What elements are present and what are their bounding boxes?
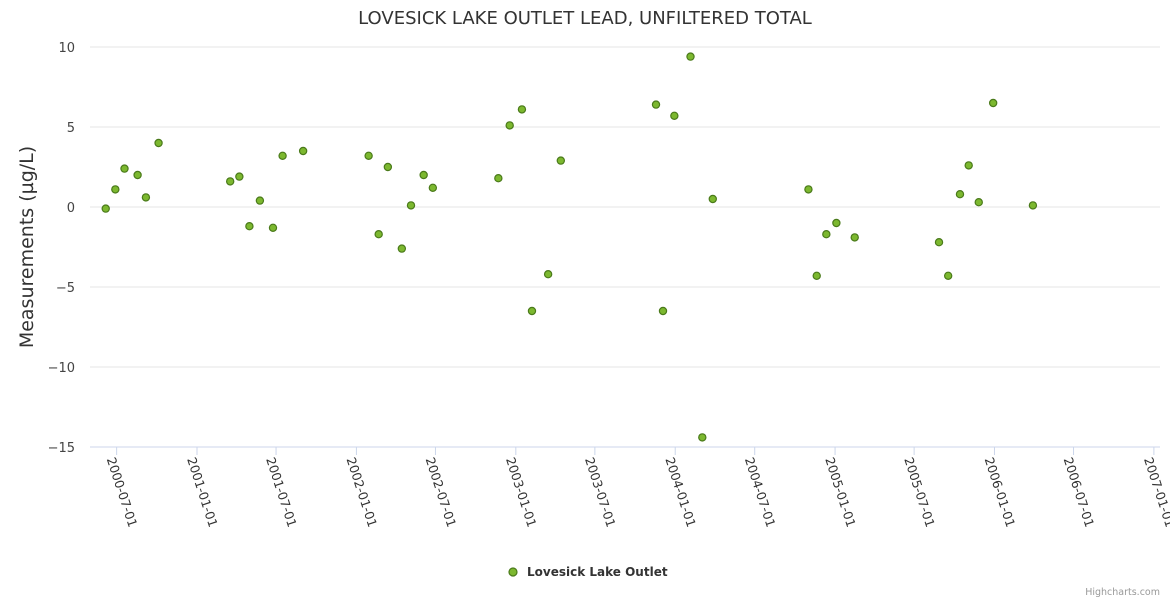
data-point[interactable]	[943, 271, 953, 280]
y-tick-label: 5	[67, 121, 75, 136]
x-tick-label: 2005-07-01	[901, 455, 938, 529]
data-point[interactable]	[708, 194, 717, 204]
data-point[interactable]	[556, 156, 566, 165]
data-point[interactable]	[505, 121, 514, 130]
data-point[interactable]	[406, 201, 416, 210]
x-tick-label: 2003-07-01	[582, 455, 619, 529]
data-point[interactable]	[651, 100, 661, 109]
y-tick-label: 10	[58, 41, 75, 56]
y-tick-label: −15	[48, 441, 75, 456]
data-point[interactable]	[955, 189, 965, 199]
data-point[interactable]	[670, 111, 679, 121]
x-tick-label: 2001-01-01	[184, 455, 221, 529]
data-point[interactable]	[298, 146, 308, 156]
y-tick-label: 0	[67, 201, 75, 216]
data-point[interactable]	[154, 138, 163, 148]
y-axis-title: Measurements (µg/L)	[16, 146, 38, 348]
data-point[interactable]	[383, 162, 393, 172]
data-point[interactable]	[364, 151, 373, 160]
data-point[interactable]	[686, 52, 695, 61]
data-point[interactable]	[543, 270, 553, 279]
y-axis: 10 5 0 −5 −10 −15	[48, 41, 75, 456]
data-point[interactable]	[934, 237, 944, 247]
x-tick-label: 2006-07-01	[1061, 455, 1098, 529]
data-point[interactable]	[428, 183, 438, 192]
data-point[interactable]	[278, 151, 287, 160]
data-point[interactable]	[822, 229, 831, 239]
data-point[interactable]	[141, 193, 151, 202]
x-tick-label: 2004-07-01	[742, 455, 779, 529]
data-point[interactable]	[374, 229, 383, 239]
x-tick-label: 2005-01-01	[822, 455, 859, 529]
x-tick-label: 2006-01-01	[982, 455, 1019, 529]
chart-title: LOVESICK LAKE OUTLET LEAD, UNFILTERED TO…	[358, 8, 812, 29]
x-axis: 2000-07-01 2001-01-01 2001-07-01 2002-01-01…	[104, 447, 1170, 529]
data-point[interactable]	[494, 173, 503, 183]
y-tick-label: −5	[56, 281, 75, 296]
data-point[interactable]	[245, 221, 254, 231]
data-point[interactable]	[1028, 201, 1038, 210]
data-point[interactable]	[832, 218, 841, 228]
credits-link[interactable]: Highcharts.com	[1085, 587, 1160, 598]
data-point[interactable]	[658, 306, 668, 316]
data-point[interactable]	[804, 185, 813, 194]
data-point[interactable]	[812, 271, 821, 280]
legend-label[interactable]: Lovesick Lake Outlet	[527, 565, 668, 579]
data-point[interactable]	[225, 177, 235, 186]
grid-lines	[90, 46, 1160, 448]
data-point[interactable]	[527, 306, 537, 316]
legend[interactable]: Lovesick Lake Outlet	[508, 565, 668, 579]
data-point[interactable]	[255, 196, 265, 205]
data-point[interactable]	[974, 197, 983, 207]
data-point[interactable]	[111, 185, 120, 194]
data-point[interactable]	[964, 161, 973, 170]
data-point[interactable]	[698, 433, 707, 442]
x-tick-label: 2007-01-01	[1141, 455, 1170, 529]
x-tick-label: 2003-01-01	[503, 455, 540, 529]
x-tick-label: 2001-07-01	[263, 455, 300, 529]
data-points	[101, 52, 1038, 442]
data-point[interactable]	[133, 170, 142, 180]
x-tick-label: 2002-07-01	[423, 455, 460, 529]
data-point[interactable]	[850, 233, 859, 242]
x-tick-label: 2004-01-01	[662, 455, 699, 529]
x-tick-label: 2002-01-01	[344, 455, 381, 529]
legend-marker	[508, 567, 518, 577]
data-point[interactable]	[397, 244, 407, 253]
data-point[interactable]	[101, 204, 110, 213]
data-point[interactable]	[517, 105, 527, 114]
data-point[interactable]	[419, 170, 428, 180]
x-tick-label: 2000-07-01	[104, 455, 141, 529]
y-tick-label: −10	[48, 361, 75, 376]
data-point[interactable]	[988, 98, 998, 108]
data-point[interactable]	[120, 164, 129, 173]
data-point[interactable]	[268, 223, 278, 232]
data-point[interactable]	[235, 172, 244, 181]
